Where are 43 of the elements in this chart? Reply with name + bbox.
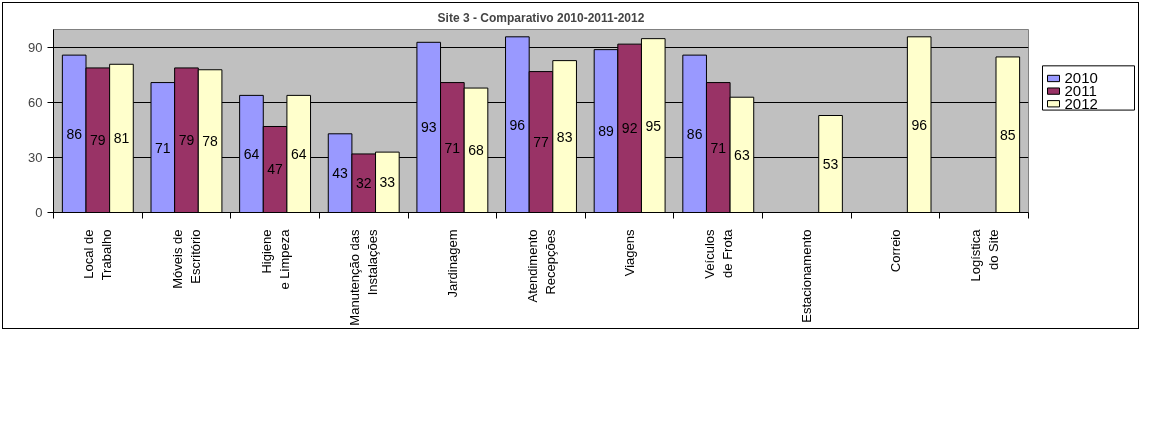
data-label: 68 bbox=[468, 142, 484, 159]
data-label: 96 bbox=[911, 116, 928, 133]
data-label: 71 bbox=[155, 139, 171, 156]
x-tick-label: Veículos de Frota bbox=[701, 228, 735, 279]
data-label: 47 bbox=[267, 161, 284, 178]
data-label: 71 bbox=[444, 139, 461, 156]
data-label: 86 bbox=[686, 125, 703, 142]
data-label: 85 bbox=[1000, 126, 1016, 143]
x-tick-label: Atendimento Recepções bbox=[524, 229, 558, 303]
data-label: 95 bbox=[645, 117, 662, 134]
data-label: 32 bbox=[355, 175, 372, 192]
data-label: 92 bbox=[621, 120, 638, 137]
data-label: 81 bbox=[113, 130, 130, 147]
x-tick-label: Manutenção das Instalações bbox=[347, 229, 381, 326]
x-tick-label: Viagens bbox=[622, 229, 638, 277]
x-tick-label: Jardinagem bbox=[444, 229, 460, 298]
y-tick-label: 60 bbox=[28, 95, 43, 111]
y-tick-label: 0 bbox=[35, 205, 43, 220]
data-label: 78 bbox=[202, 133, 219, 150]
data-label: 79 bbox=[178, 132, 195, 149]
data-label: 64 bbox=[290, 145, 307, 162]
data-label: 93 bbox=[420, 119, 437, 136]
data-label: 53 bbox=[822, 156, 839, 173]
x-tick-label: Estacionamento bbox=[799, 229, 815, 323]
chart-title: Site 3 - Comparativo 2010-2011-2012 bbox=[437, 10, 645, 25]
x-tick-label: Móveis de Escritório bbox=[169, 229, 203, 289]
x-tick-label: Local de Trabalho bbox=[81, 229, 115, 281]
data-label: 63 bbox=[734, 146, 750, 163]
data-label: 71 bbox=[710, 139, 727, 156]
data-label: 79 bbox=[90, 132, 106, 149]
y-tick-label: 30 bbox=[28, 150, 43, 166]
x-tick-label: Correio bbox=[888, 229, 904, 273]
data-label: 64 bbox=[243, 145, 260, 162]
data-label: 33 bbox=[379, 174, 396, 191]
data-label: 83 bbox=[556, 128, 573, 145]
data-label: 86 bbox=[66, 125, 83, 142]
x-tick-label: Logística do Site bbox=[967, 228, 1001, 282]
data-label: 43 bbox=[332, 165, 349, 182]
data-label: 89 bbox=[598, 123, 614, 140]
y-tick-label: 90 bbox=[28, 40, 43, 56]
data-label: 77 bbox=[533, 134, 549, 151]
x-tick-label: Higiene e Limpeza bbox=[258, 228, 292, 290]
data-label: 96 bbox=[509, 116, 526, 133]
